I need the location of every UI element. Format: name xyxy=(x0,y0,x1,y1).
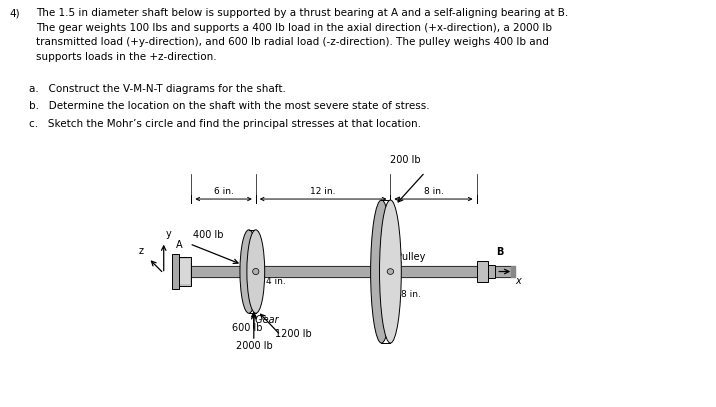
Ellipse shape xyxy=(379,200,401,343)
Text: z: z xyxy=(138,246,143,256)
Text: 8 in.: 8 in. xyxy=(424,187,443,196)
Ellipse shape xyxy=(240,230,258,313)
Text: 2000 lb: 2000 lb xyxy=(236,341,273,351)
Text: 12 in.: 12 in. xyxy=(310,187,336,196)
Bar xyxy=(488,265,495,278)
Bar xyxy=(172,254,178,289)
Text: B: B xyxy=(496,247,503,257)
Text: transmitted load (+y-direction), and 600 lb radial load (-z-direction). The pull: transmitted load (+y-direction), and 600… xyxy=(36,37,549,47)
Text: 600 lb: 600 lb xyxy=(232,323,263,333)
Text: supports loads in the +z-direction.: supports loads in the +z-direction. xyxy=(36,52,217,61)
Text: 400 lb: 400 lb xyxy=(193,230,224,240)
Text: 6 in.: 6 in. xyxy=(213,187,233,196)
Ellipse shape xyxy=(247,230,265,313)
Text: x: x xyxy=(515,276,521,287)
Text: 4): 4) xyxy=(9,8,20,18)
FancyBboxPatch shape xyxy=(178,257,191,287)
Text: The 1.5 in diameter shaft below is supported by a thrust bearing at A and a self: The 1.5 in diameter shaft below is suppo… xyxy=(36,8,569,18)
Text: Pulley: Pulley xyxy=(397,252,426,262)
Ellipse shape xyxy=(387,269,394,274)
Text: 200 lb: 200 lb xyxy=(390,155,420,165)
Text: C: C xyxy=(257,258,263,267)
Text: b.   Determine the location on the shaft with the most severe state of stress.: b. Determine the location on the shaft w… xyxy=(29,101,430,111)
Bar xyxy=(180,258,190,284)
Text: ‘Gear: ‘Gear xyxy=(253,315,279,325)
Text: 1200 lb: 1200 lb xyxy=(275,329,311,339)
Text: a.   Construct the V-M-N-T diagrams for the shaft.: a. Construct the V-M-N-T diagrams for th… xyxy=(29,84,286,94)
Text: The gear weights 100 lbs and supports a 400 lb load in the axial direction (+x-d: The gear weights 100 lbs and supports a … xyxy=(36,23,552,33)
Text: 4 in.: 4 in. xyxy=(266,278,286,287)
Bar xyxy=(477,260,488,282)
Ellipse shape xyxy=(253,268,259,275)
Text: 8 in.: 8 in. xyxy=(401,290,420,299)
Text: D: D xyxy=(395,258,401,267)
Text: c.   Sketch the Mohr’s circle and find the principal stresses at that location.: c. Sketch the Mohr’s circle and find the… xyxy=(29,118,421,129)
Ellipse shape xyxy=(371,200,392,343)
Text: y: y xyxy=(165,229,171,239)
Text: A: A xyxy=(176,240,183,249)
